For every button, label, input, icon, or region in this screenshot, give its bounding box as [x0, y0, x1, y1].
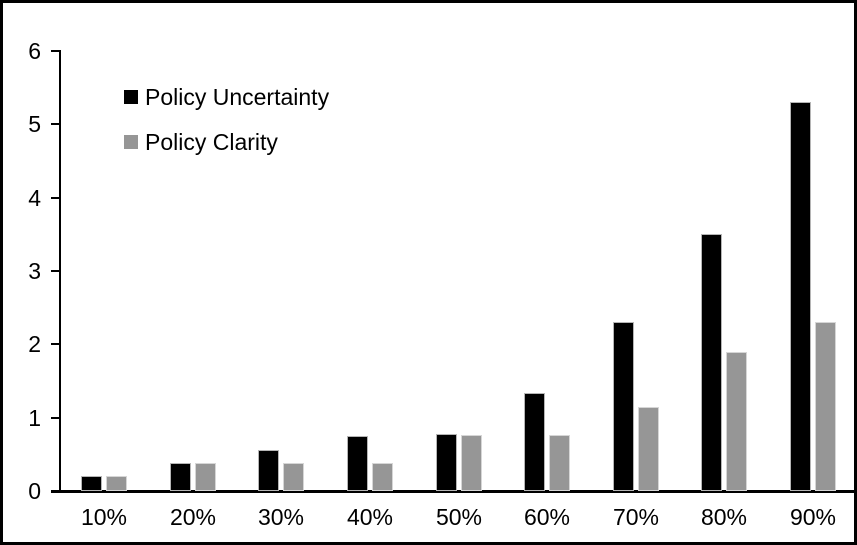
- bar-policy-clarity-20%: [195, 463, 216, 491]
- legend-label-policy-clarity: Policy Clarity: [145, 129, 278, 155]
- y-tick-5: [51, 123, 60, 126]
- x-tick-label-70%: 70%: [612, 504, 660, 530]
- legend-swatch-policy-clarity-icon: [124, 135, 138, 149]
- bar-policy-uncertainty-20%: [170, 463, 191, 491]
- legend-entry-policy-clarity: Policy Clarity: [124, 128, 329, 156]
- y-tick-2: [51, 343, 60, 346]
- y-tick-1: [51, 416, 60, 419]
- bar-policy-uncertainty-50%: [436, 434, 457, 491]
- bar-policy-uncertainty-90%: [790, 102, 811, 491]
- bar-policy-uncertainty-80%: [701, 234, 722, 491]
- bar-policy-uncertainty-70%: [613, 322, 634, 491]
- bar-policy-uncertainty-60%: [524, 393, 545, 491]
- y-tick-label-5: 5: [28, 111, 41, 138]
- legend-label-policy-uncertainty: Policy Uncertainty: [145, 84, 330, 110]
- bar-policy-clarity-30%: [283, 463, 304, 491]
- y-tick-3: [51, 270, 60, 272]
- y-tick-label-4: 4: [28, 184, 41, 211]
- y-tick-0: [51, 490, 60, 492]
- bar-policy-clarity-40%: [372, 463, 393, 491]
- bar-policy-uncertainty-30%: [258, 450, 279, 491]
- bar-policy-clarity-80%: [726, 352, 747, 491]
- x-tick-label-50%: 50%: [435, 504, 483, 530]
- x-tick-label-20%: 20%: [169, 504, 217, 530]
- bar-policy-clarity-10%: [106, 476, 127, 491]
- legend-swatch-policy-uncertainty-icon: [124, 90, 138, 104]
- y-tick-6: [51, 50, 60, 53]
- y-tick-4: [51, 196, 60, 199]
- bar-policy-clarity-70%: [638, 407, 659, 491]
- x-tick-label-30%: 30%: [257, 504, 305, 530]
- bar-policy-uncertainty-10%: [81, 476, 102, 491]
- legend: Policy Uncertainty Policy Clarity: [124, 83, 329, 173]
- bar-policy-clarity-50%: [461, 435, 482, 491]
- y-tick-label-6: 6: [28, 38, 41, 65]
- y-tick-label-2: 2: [28, 331, 41, 358]
- y-axis-line: [59, 50, 61, 493]
- bar-policy-uncertainty-40%: [347, 436, 368, 491]
- legend-entry-policy-uncertainty: Policy Uncertainty: [124, 83, 329, 111]
- y-tick-label-0: 0: [28, 478, 41, 504]
- y-tick-label-3: 3: [28, 258, 41, 284]
- bar-policy-clarity-60%: [549, 435, 570, 491]
- x-tick-label-90%: 90%: [789, 504, 837, 530]
- y-tick-label-1: 1: [28, 404, 41, 431]
- x-axis-line: [51, 490, 854, 493]
- x-tick-label-40%: 40%: [346, 504, 394, 530]
- x-tick-label-60%: 60%: [523, 504, 571, 530]
- bar-policy-clarity-90%: [815, 322, 836, 491]
- x-tick-label-80%: 80%: [700, 504, 748, 530]
- x-tick-label-10%: 10%: [80, 504, 128, 530]
